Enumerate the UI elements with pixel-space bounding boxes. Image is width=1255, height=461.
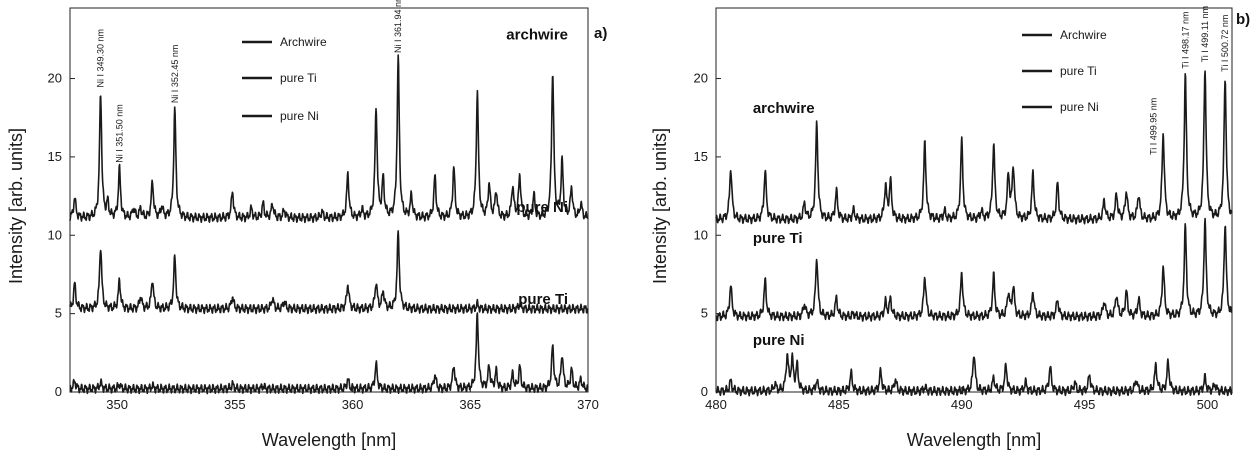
plot-frame (69, 7, 589, 393)
x-axis-title: Wavelength [nm] (262, 430, 396, 450)
spectrum-line-archwire (715, 70, 1233, 225)
series-label: pure Ti (518, 291, 568, 308)
peak-annotation: Ni I 352.45 nm (170, 45, 180, 104)
x-axis-title: Wavelength [nm] (907, 430, 1041, 450)
x-tick-label: 360 (342, 397, 364, 412)
series-label: archwire (506, 26, 568, 43)
series-label: pure Ni (516, 199, 568, 216)
legend-entry: Archwire (1060, 28, 1107, 42)
peak-annotation: Ni I 349.30 nm (96, 29, 106, 88)
y-tick-label: 10 (48, 227, 62, 242)
peak-annotation: Ti I 498.17 nm (1180, 11, 1190, 68)
y-tick-label: 15 (694, 149, 708, 164)
peak-annotation: Ni I 351.50 nm (114, 104, 124, 163)
x-tick-label: 480 (705, 397, 727, 412)
x-tick-label: 365 (459, 397, 481, 412)
x-tick-label: 355 (224, 397, 246, 412)
legend-entry: pure Ni (1060, 100, 1099, 114)
y-tick-label: 5 (55, 306, 62, 321)
y-tick-label: 5 (701, 306, 708, 321)
x-tick-label: 500 (1197, 397, 1219, 412)
x-tick-label: 485 (828, 397, 850, 412)
peak-annotation: Ni I 361.94 nm (393, 0, 403, 53)
y-tick-label: 10 (694, 227, 708, 242)
series-label: pure Ti (753, 230, 803, 247)
y-axis-title: Intensity [arb. units] (6, 128, 26, 284)
legend-entry: pure Ti (1060, 64, 1097, 78)
panel-b: 480 485 490 495 500 0 5 10 15 20 Wavelength [nm] In… (650, 6, 1250, 450)
spectrum-line-archwire (69, 54, 589, 224)
series-label: pure Ni (753, 332, 805, 349)
peak-annotation: Ti I 500.72 nm (1220, 15, 1230, 72)
legend-entry: pure Ti (280, 71, 317, 85)
x-tick-label: 370 (577, 397, 599, 412)
y-tick-label: 0 (55, 384, 62, 399)
legend-entry: Archwire (280, 35, 327, 49)
legend-entry: pure Ni (280, 109, 319, 123)
spectrum-line-pure-ni (69, 230, 589, 315)
spectrum-line-pure-ni (715, 352, 1233, 397)
plot-frame (715, 7, 1233, 393)
y-tick-label: 0 (701, 384, 708, 399)
panel-label: a) (594, 25, 607, 42)
x-tick-label: 495 (1074, 397, 1096, 412)
y-tick-label: 20 (48, 71, 62, 86)
y-tick-label: 15 (48, 149, 62, 164)
panel-a: 350 355 360 365 370 0 5 10 15 20 Wavelength [nm] In… (6, 0, 607, 450)
y-axis-title: Intensity [arb. units] (650, 128, 670, 284)
peak-annotation: Ti I 499.95 nm (1148, 98, 1158, 155)
series-label: archwire (753, 100, 815, 117)
x-tick-label: 490 (951, 397, 973, 412)
panel-label: b) (1236, 11, 1250, 28)
peak-annotation: Ti I 499.11 nm (1200, 6, 1210, 63)
y-tick-label: 20 (694, 71, 708, 86)
x-tick-label: 350 (106, 397, 128, 412)
spectrum-line-pure-ti (715, 217, 1233, 322)
spectrum-line-pure-ti (69, 312, 589, 395)
